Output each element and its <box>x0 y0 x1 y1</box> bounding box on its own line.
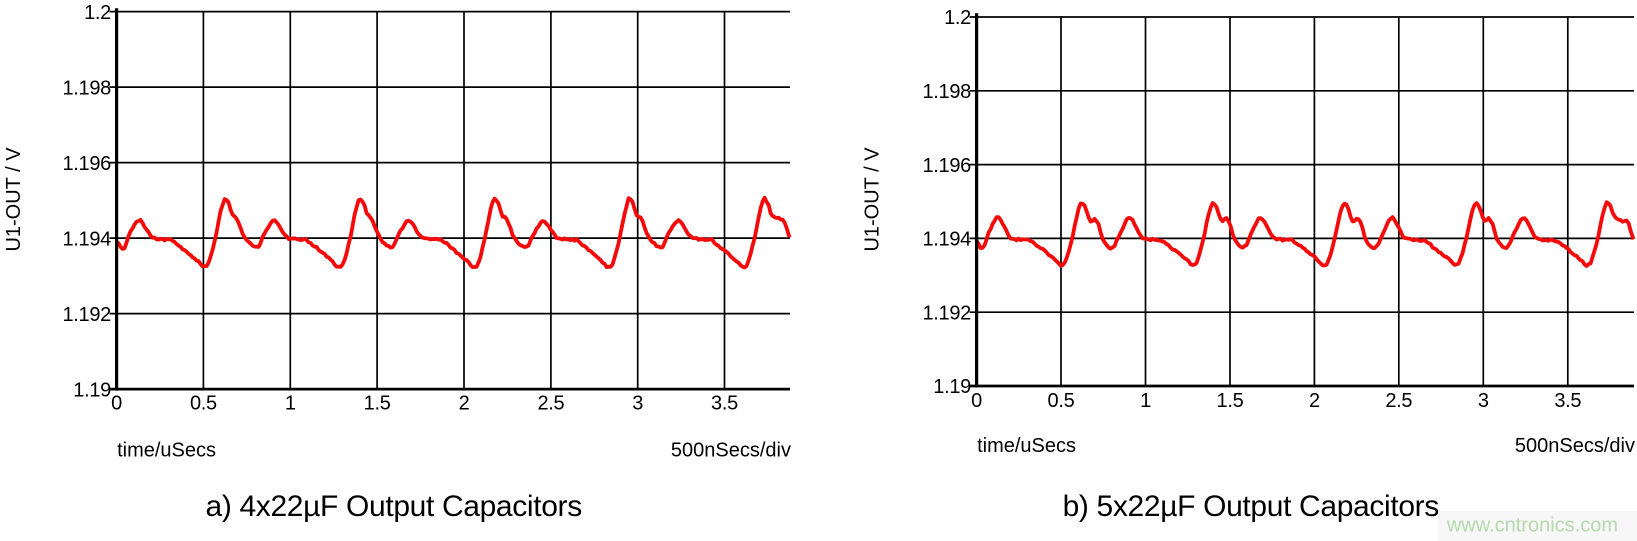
svg-text:www.cntronics.com: www.cntronics.com <box>1446 515 1618 537</box>
svg-text:0: 0 <box>111 392 122 414</box>
svg-text:1.194: 1.194 <box>922 229 971 251</box>
svg-text:1.194: 1.194 <box>62 228 111 250</box>
svg-text:0: 0 <box>971 390 982 412</box>
svg-text:1.19: 1.19 <box>933 376 971 398</box>
svg-text:1.5: 1.5 <box>364 392 391 414</box>
svg-text:1: 1 <box>285 392 296 414</box>
svg-text:1.198: 1.198 <box>62 77 111 99</box>
svg-text:500nSecs/div: 500nSecs/div <box>671 440 791 462</box>
svg-text:1.192: 1.192 <box>62 304 111 326</box>
svg-text:1.5: 1.5 <box>1217 390 1244 412</box>
svg-text:3.5: 3.5 <box>1554 390 1581 412</box>
svg-text:1: 1 <box>1140 390 1151 412</box>
svg-text:U1-OUT / V: U1-OUT / V <box>3 147 25 252</box>
svg-text:a) 4x22µF Output Capacitors: a) 4x22µF Output Capacitors <box>206 490 582 523</box>
svg-text:3.5: 3.5 <box>711 392 738 414</box>
svg-text:1.196: 1.196 <box>62 153 111 175</box>
svg-text:3: 3 <box>632 392 643 414</box>
svg-text:2.5: 2.5 <box>537 392 564 414</box>
svg-text:2: 2 <box>1309 390 1320 412</box>
svg-text:500nSecs/div: 500nSecs/div <box>1515 435 1635 457</box>
svg-text:1.192: 1.192 <box>922 302 971 324</box>
svg-text:time/uSecs: time/uSecs <box>117 440 216 462</box>
svg-text:0.5: 0.5 <box>190 392 217 414</box>
svg-text:1.2: 1.2 <box>84 2 111 24</box>
svg-text:1.2: 1.2 <box>944 7 971 29</box>
svg-text:1.196: 1.196 <box>922 155 971 177</box>
svg-text:U1-OUT / V: U1-OUT / V <box>862 147 884 252</box>
svg-text:2: 2 <box>459 392 470 414</box>
svg-text:time/uSecs: time/uSecs <box>977 435 1076 457</box>
svg-text:b) 5x22µF Output Capacitors: b) 5x22µF Output Capacitors <box>1063 490 1439 523</box>
svg-text:1.198: 1.198 <box>922 81 971 103</box>
svg-text:1.19: 1.19 <box>73 379 111 401</box>
svg-text:3: 3 <box>1478 390 1489 412</box>
svg-text:0.5: 0.5 <box>1048 390 1075 412</box>
svg-text:2.5: 2.5 <box>1385 390 1412 412</box>
